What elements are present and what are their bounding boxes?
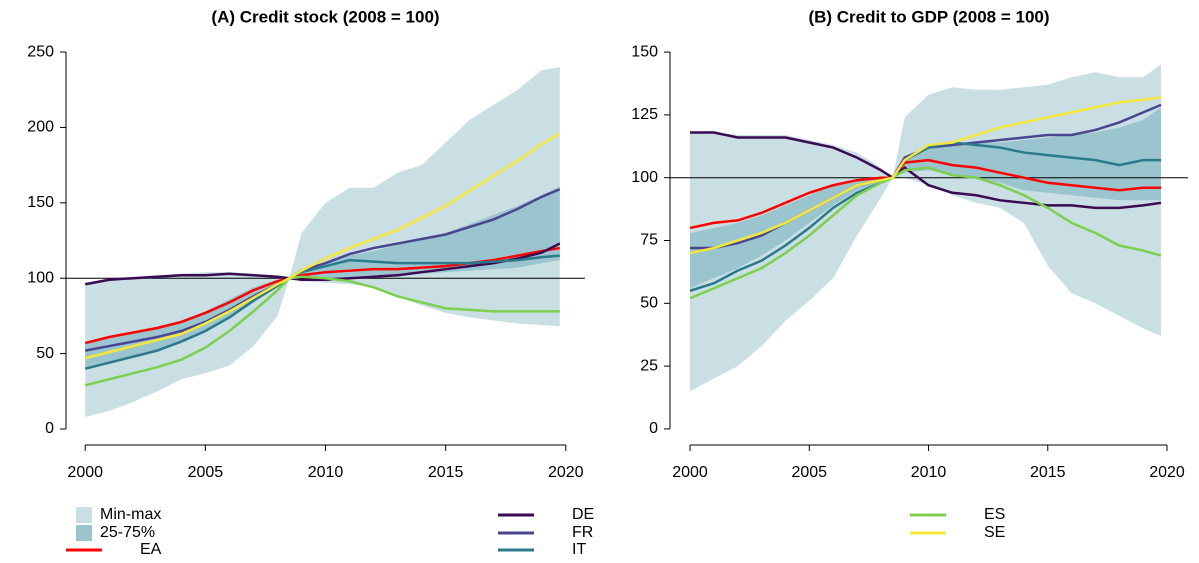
x-tick-label: 2015 — [1030, 464, 1066, 481]
y-tick-label: 200 — [27, 119, 54, 136]
series-line — [689, 166, 1162, 300]
chart-title: (B) Credit to GDP (2008 = 100) — [808, 7, 1049, 26]
y-tick-label: 50 — [640, 295, 658, 312]
series-line — [84, 188, 561, 352]
y-tick-label: 100 — [27, 269, 54, 286]
series-line — [84, 254, 560, 370]
y-tick-label: 125 — [631, 106, 658, 123]
y-tick-label: 150 — [631, 43, 658, 60]
x-tick-label: 2015 — [428, 464, 464, 481]
y-tick-label: 100 — [631, 169, 658, 186]
legend-swatch — [76, 525, 92, 541]
legend-label: Min-max — [100, 506, 161, 523]
x-tick-label: 2020 — [1149, 464, 1185, 481]
legend-label: IT — [572, 541, 586, 558]
x-tick-label: 2010 — [911, 464, 947, 481]
legend-label: SE — [984, 524, 1005, 541]
x-tick-label: 2020 — [548, 464, 584, 481]
legend-label: DE — [572, 506, 594, 523]
x-tick-label: 2000 — [672, 464, 708, 481]
y-tick-label: 150 — [27, 194, 54, 211]
y-tick-label: 50 — [36, 345, 54, 362]
series-line — [689, 96, 1162, 255]
y-tick-label: 250 — [27, 43, 54, 60]
legend-label: ES — [984, 506, 1005, 523]
y-tick-label: 75 — [640, 232, 658, 249]
y-tick-label: 25 — [640, 357, 658, 374]
range-band — [690, 107, 1162, 289]
series-line — [84, 275, 560, 387]
chart-title: (A) Credit stock (2008 = 100) — [211, 7, 439, 26]
legend-label: FR — [572, 524, 593, 541]
x-tick-label: 2010 — [308, 464, 344, 481]
x-tick-label: 2000 — [67, 464, 103, 481]
legend-label: EA — [140, 541, 162, 558]
series-line — [690, 131, 1162, 210]
series-line — [689, 158, 1162, 230]
legend-label: 25-75% — [100, 524, 155, 541]
y-tick-label: 0 — [649, 420, 658, 437]
series-line — [84, 132, 561, 360]
series-line — [84, 242, 561, 286]
x-tick-label: 2005 — [188, 464, 224, 481]
y-tick-label: 0 — [45, 420, 54, 437]
legend-swatch — [76, 507, 92, 523]
x-tick-label: 2005 — [791, 464, 827, 481]
